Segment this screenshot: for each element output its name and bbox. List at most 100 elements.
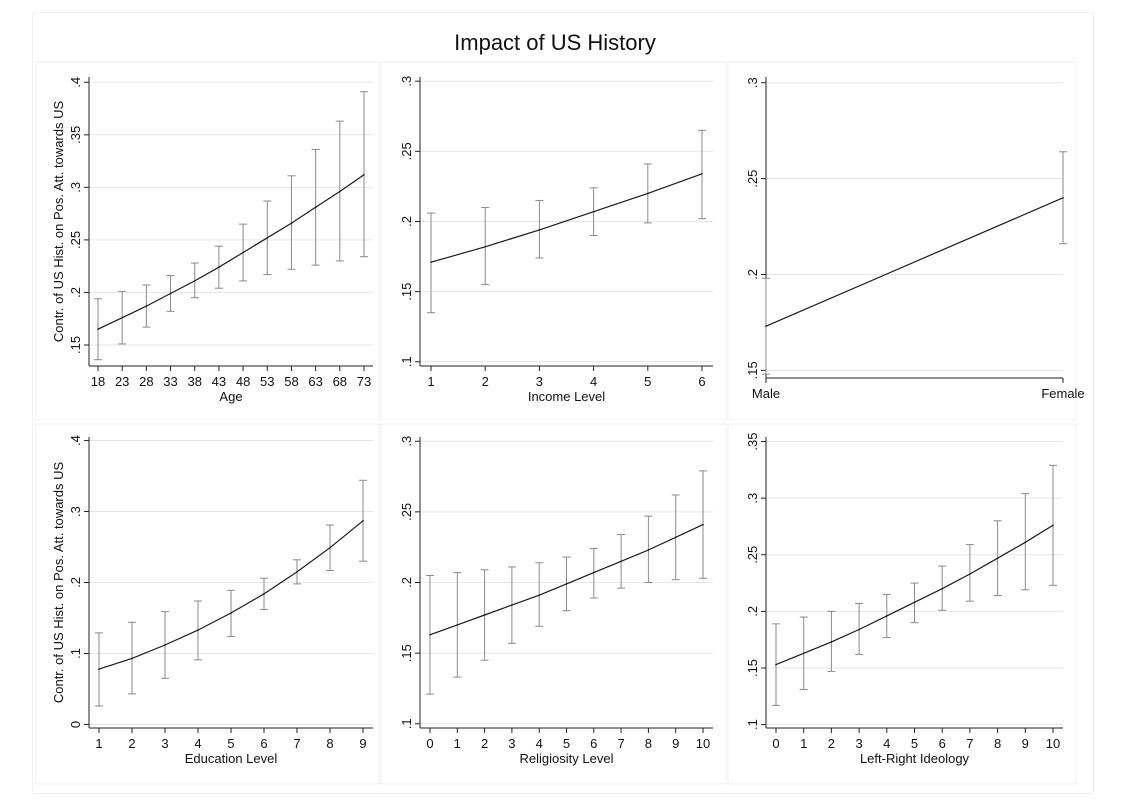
data-point (647, 192, 649, 195)
panel-background (35, 61, 380, 421)
y-tick-label: .2 (745, 269, 760, 280)
y-tick-label: .25 (399, 503, 414, 521)
data-point (121, 316, 123, 319)
y-tick-label: .1 (745, 719, 760, 730)
y-tick-label: .1 (399, 356, 414, 367)
x-tick-label: 9 (1022, 736, 1029, 751)
x-tick-label: 7 (966, 736, 973, 751)
data-point (296, 571, 298, 573)
x-tick-label: 5 (911, 736, 918, 751)
y-tick-label: .3 (745, 77, 760, 88)
x-tick-label: 1 (427, 374, 434, 389)
x-tick-label: 2 (482, 374, 489, 389)
y-tick-label: .25 (399, 142, 414, 160)
x-tick-label: Female (1041, 386, 1084, 401)
x-tick-label: 8 (994, 736, 1001, 751)
data-point (290, 222, 293, 224)
data-point (193, 280, 196, 282)
panel-background (727, 61, 1077, 421)
y-tick-label: .25 (745, 170, 760, 188)
x-tick-label: 8 (326, 736, 333, 751)
y-tick-label: .2 (68, 577, 83, 588)
x-tick-label: 8 (645, 736, 652, 751)
y-tick-label: .2 (399, 577, 414, 588)
x-tick-label: 73 (357, 374, 371, 389)
data-point (969, 573, 971, 575)
data-point (430, 261, 432, 263)
data-point (339, 190, 341, 193)
data-point (765, 325, 767, 328)
x-tick-label: 53 (260, 374, 274, 389)
series-line (97, 174, 365, 330)
data-point (701, 173, 703, 175)
data-point (218, 266, 220, 269)
data-point (858, 628, 860, 631)
x-tick-label: 33 (163, 374, 177, 389)
x-tick-label: Male (752, 386, 780, 401)
data-point (230, 612, 232, 614)
x-tick-label: 5 (227, 736, 234, 751)
data-point (363, 173, 365, 176)
x-tick-label: 0 (426, 736, 433, 751)
y-tick-label: .3 (399, 436, 414, 447)
x-tick-label: 4 (883, 736, 890, 751)
data-point (592, 210, 595, 213)
data-point (1052, 524, 1054, 527)
x-tick-label: 28 (139, 374, 153, 389)
x-tick-label: 10 (696, 736, 710, 751)
x-tick-label: 9 (672, 736, 679, 751)
y-tick-label: .4 (68, 77, 83, 88)
data-point (97, 328, 99, 331)
x-tick-label: 23 (115, 374, 129, 389)
y-tick-label: .15 (68, 336, 83, 354)
x-tick-label: 3 (855, 736, 862, 751)
y-tick-label: .4 (68, 435, 83, 446)
data-point (996, 557, 999, 559)
x-tick-label: 7 (293, 736, 300, 751)
chart-title: Impact of US History (454, 30, 656, 55)
x-tick-label: 10 (1046, 736, 1060, 751)
data-point (145, 305, 148, 307)
x-tick-label: 58 (284, 374, 298, 389)
data-point (263, 593, 265, 595)
y-tick-label: .15 (745, 659, 760, 677)
y-tick-label: .35 (68, 126, 83, 144)
data-point (314, 206, 317, 209)
data-point (362, 519, 364, 522)
y-tick-label: .2 (745, 606, 760, 617)
data-point (830, 641, 833, 643)
y-tick-label: .2 (399, 216, 414, 227)
subplot-3: .15 .2 .25 .3 Male Female (727, 61, 1085, 421)
x-tick-label: 5 (563, 736, 570, 751)
y-tick-label: .1 (68, 648, 83, 659)
data-point (164, 644, 166, 646)
y-tick-label: .15 (745, 361, 760, 379)
data-point (98, 668, 100, 670)
data-point (429, 633, 431, 636)
data-point (941, 587, 943, 590)
x-tick-label: 6 (260, 736, 267, 751)
x-axis-label: Education Level (185, 751, 278, 766)
x-tick-label: 68 (333, 374, 347, 389)
data-point (131, 657, 133, 660)
x-tick-label: 6 (590, 736, 597, 751)
data-point (565, 583, 568, 585)
x-tick-label: 6 (698, 374, 705, 389)
x-tick-label: 4 (590, 374, 597, 389)
data-point (329, 546, 331, 549)
x-tick-label: 3 (508, 736, 515, 751)
panel-background (727, 423, 1077, 785)
x-tick-label: 0 (772, 736, 779, 751)
panel-background (35, 423, 380, 785)
y-tick-label: .1 (399, 718, 414, 729)
x-tick-label: 5 (644, 374, 651, 389)
y-tick-label: .2 (68, 287, 83, 298)
x-axis-label: Religiosity Level (520, 751, 614, 766)
x-tick-label: 7 (617, 736, 624, 751)
data-point (593, 571, 595, 574)
data-point (702, 523, 704, 526)
subplot-5: .1 .15 .2 .25 .3 0 1 2 3 4 5 6 7 8 9 10 Religiosity Leve… (380, 423, 727, 785)
x-tick-label: 2 (128, 736, 135, 751)
